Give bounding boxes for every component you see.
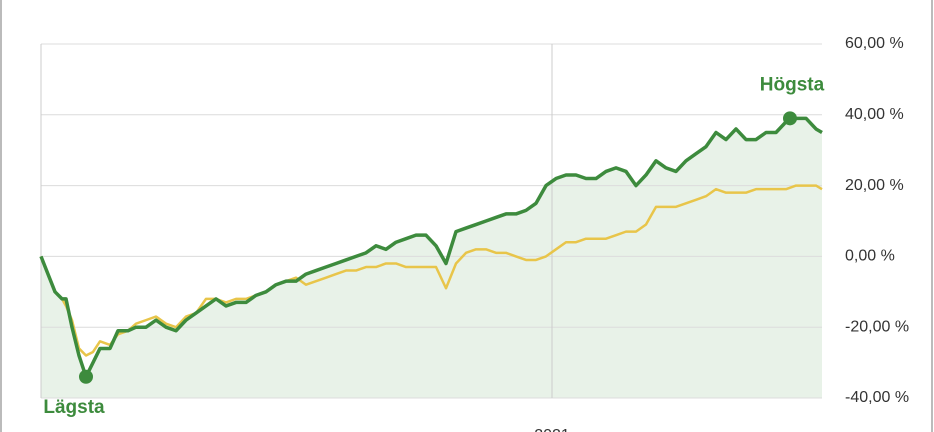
line-series [39,184,823,357]
line-series [39,116,823,379]
y-tick-label: 40,00 % [845,106,904,123]
y-tick-label: 0,00 % [845,248,895,265]
annotation-dot [783,111,797,126]
annotation-label: Högsta [760,74,825,95]
annotation-label: Lägsta [43,397,105,418]
y-tick-label: -40,00 % [845,389,909,406]
area [41,118,822,398]
y-tick-label: -20,00 % [845,318,909,335]
x-tick-label: 2021 [534,427,570,432]
annotation-dot [79,369,93,384]
y-tick-label: 20,00 % [845,177,904,194]
y-tick-label: 60,00 % [845,35,904,52]
